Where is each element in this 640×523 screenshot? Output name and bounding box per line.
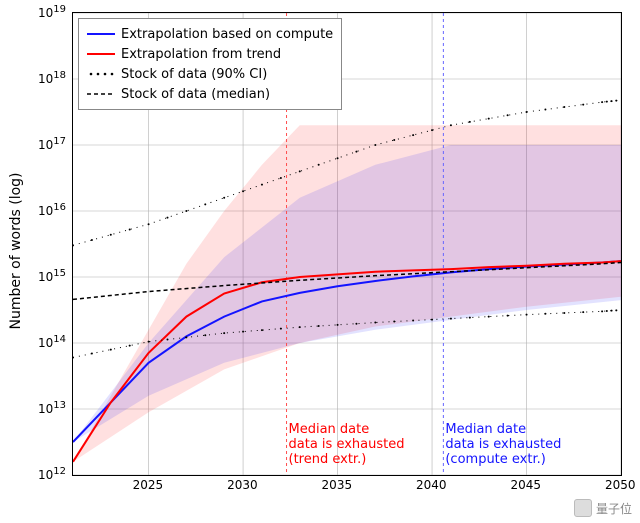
y-tick-label: 1012 — [38, 466, 66, 482]
x-tick-label: 2040 — [416, 478, 447, 492]
y-tick-label: 1013 — [38, 400, 66, 416]
x-tick-label: 2035 — [322, 478, 353, 492]
watermark: 量子位 — [574, 499, 632, 517]
x-tick-label: 2025 — [133, 478, 164, 492]
annotation: Median datedata is exhausted(compute ext… — [445, 423, 561, 468]
legend-label: Extrapolation from trend — [121, 47, 281, 62]
y-tick-label: 1019 — [38, 4, 66, 20]
legend-label: Stock of data (median) — [121, 87, 270, 102]
legend-entry: Stock of data (median) — [87, 84, 333, 104]
x-tick-label: 2045 — [511, 478, 542, 492]
x-tick-label: 2050 — [605, 478, 636, 492]
x-tick-label: 2030 — [227, 478, 258, 492]
watermark-icon — [574, 499, 592, 517]
y-tick-label: 1016 — [38, 202, 66, 218]
legend: Extrapolation based on compute Extrapolat… — [78, 18, 342, 110]
y-tick-label: 1014 — [38, 334, 66, 350]
legend-entry: Extrapolation from trend — [87, 44, 333, 64]
legend-entry: Stock of data (90% CI) — [87, 64, 333, 84]
y-tick-label: 1017 — [38, 136, 66, 152]
y-axis-label: Number of words (log) — [8, 151, 24, 351]
legend-label: Extrapolation based on compute — [121, 27, 333, 42]
watermark-text: 量子位 — [596, 500, 632, 517]
y-tick-label: 1018 — [38, 70, 66, 86]
legend-entry: Extrapolation based on compute — [87, 24, 333, 44]
y-tick-label: 1015 — [38, 268, 66, 284]
annotation: Median datedata is exhausted(trend extr.… — [289, 423, 405, 468]
legend-label: Stock of data (90% CI) — [121, 67, 267, 82]
